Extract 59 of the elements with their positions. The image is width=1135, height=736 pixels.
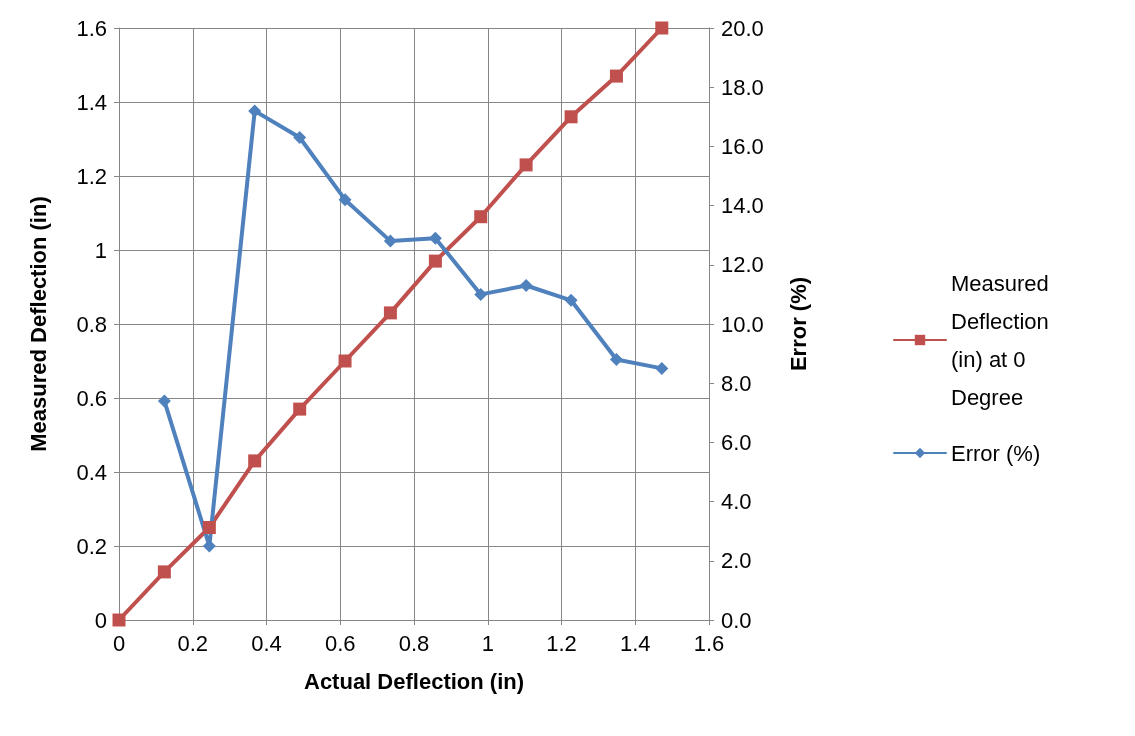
x-tick-label: 0.2 [177, 630, 209, 656]
x-tick-label: 1.6 [693, 630, 725, 656]
y2-tick-label: 10.0 [721, 311, 764, 337]
y-axis-title: Measured Deflection (in) [25, 196, 51, 452]
point [248, 454, 262, 468]
x-tick-label: 0.4 [251, 630, 282, 656]
x-tick-label: 0.6 [324, 630, 356, 656]
point [474, 210, 488, 224]
y2-tick-label: 0.0 [721, 607, 752, 633]
point [519, 158, 533, 172]
point [202, 539, 216, 553]
point [293, 402, 307, 416]
y2-tick-label: 6.0 [721, 429, 752, 455]
point [655, 21, 669, 35]
x-tick-label: 1 [481, 630, 494, 656]
x-tick-label: 1.2 [546, 630, 577, 656]
x-tick-label: 0 [112, 630, 126, 656]
point [428, 254, 442, 268]
point [519, 279, 533, 293]
y2-axis-title: Error (%) [785, 276, 811, 372]
y-tick-label: 0.4 [76, 459, 107, 485]
x-tick-label: 1.4 [619, 630, 651, 656]
y-tick-label: 1.2 [76, 163, 107, 189]
y2-tick-label: 14.0 [721, 193, 764, 219]
y2-tick-label: 2.0 [721, 548, 752, 574]
y-tick-label: 0.2 [76, 533, 107, 559]
y2-tick-label: 12.0 [721, 252, 764, 278]
y2-tick-label: 20.0 [721, 15, 764, 41]
point [338, 193, 352, 207]
point [202, 521, 216, 534]
y-tick-label: 0.6 [76, 385, 107, 411]
point [338, 354, 352, 368]
y-tick-label: 0.8 [76, 311, 107, 337]
point [157, 394, 171, 408]
y2-tick-label: 4.0 [721, 489, 752, 515]
y-tick-label: 1 [94, 237, 107, 263]
point [157, 565, 171, 579]
y-tick-label: 1.6 [76, 15, 107, 41]
point [383, 306, 397, 320]
x-axis-title: Actual Deflection (in) [303, 668, 525, 694]
point [609, 353, 623, 367]
legend-label: Measured Deflection (in) at 0 Degree [951, 270, 1049, 410]
point [428, 231, 442, 245]
point [655, 361, 669, 375]
y-tick-label: 1.4 [76, 89, 107, 115]
y2-tick-label: 18.0 [721, 74, 764, 100]
y-tick-label: 0 [94, 607, 107, 633]
point [564, 293, 578, 307]
point [474, 287, 488, 301]
x-tick-label: 0.8 [398, 630, 430, 656]
point [293, 131, 307, 145]
legend-label: Error (%) [951, 440, 1041, 466]
point [248, 104, 262, 118]
y2-tick-label: 16.0 [721, 133, 764, 159]
point [112, 613, 126, 627]
point [383, 234, 397, 248]
point [564, 110, 578, 124]
y2-tick-label: 8.0 [721, 370, 752, 396]
point [609, 69, 623, 83]
